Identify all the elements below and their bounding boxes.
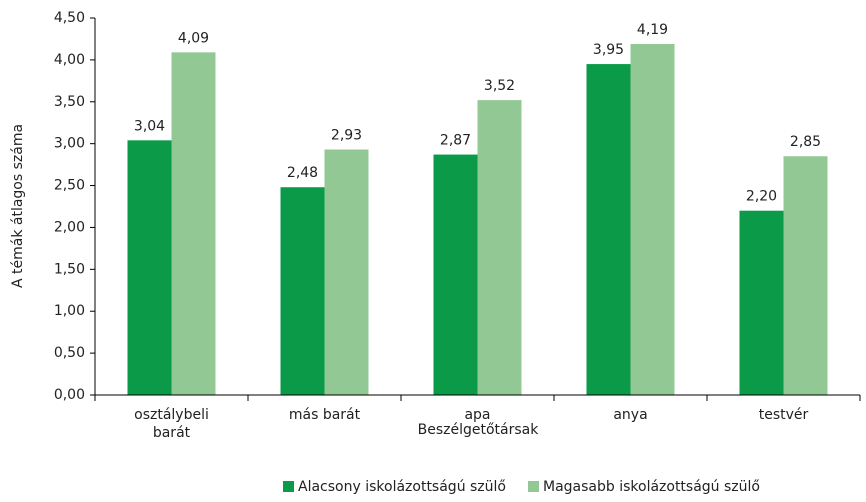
- value-label: 2,93: [331, 128, 362, 144]
- x-tick-label: apa: [464, 407, 490, 423]
- value-label: 2,20: [746, 189, 777, 205]
- x-tick-label: osztálybeli barát: [134, 407, 209, 441]
- value-label: 2,87: [440, 133, 471, 149]
- bar: [171, 52, 216, 396]
- y-tick-label: 2,50: [54, 178, 85, 194]
- x-axis-title: Beszélgetőtársak: [418, 422, 540, 438]
- x-tick-label: testvér: [759, 407, 809, 423]
- legend-swatch: [283, 481, 294, 492]
- y-tick-label: 1,00: [54, 303, 85, 319]
- value-label: 2,48: [287, 165, 318, 181]
- y-tick-label: 0,50: [54, 345, 85, 361]
- bar: [280, 187, 325, 395]
- bar: [433, 154, 478, 395]
- y-tick-label: 4,50: [54, 10, 85, 26]
- bar: [630, 43, 675, 396]
- x-tick-label: anya: [613, 407, 647, 423]
- y-axis-title: A témák átlagos száma: [10, 124, 26, 288]
- bar: [477, 100, 522, 395]
- bar: [586, 64, 631, 396]
- x-tick-label: más barát: [289, 407, 361, 423]
- bar: [324, 149, 369, 395]
- y-tick-label: 3,50: [54, 94, 85, 110]
- bar: [739, 210, 784, 395]
- value-label: 2,85: [790, 134, 821, 150]
- y-tick-label: 3,00: [54, 136, 85, 152]
- y-tick-label: 4,00: [54, 52, 85, 68]
- y-tick-label: 2,00: [54, 219, 85, 235]
- legend-label: Alacsony iskolázottságú szülő: [298, 479, 506, 495]
- value-label: 3,95: [593, 42, 624, 58]
- value-label: 3,04: [134, 118, 165, 134]
- bar: [783, 156, 828, 395]
- value-label: 4,19: [637, 22, 668, 38]
- value-label: 3,52: [484, 78, 515, 94]
- y-tick-label: 0,00: [54, 387, 85, 403]
- y-tick-label: 1,50: [54, 261, 85, 277]
- legend-label: Magasabb iskolázottságú szülő: [543, 479, 760, 495]
- bar: [127, 140, 172, 395]
- legend-swatch: [527, 481, 539, 492]
- value-label: 4,09: [178, 30, 209, 46]
